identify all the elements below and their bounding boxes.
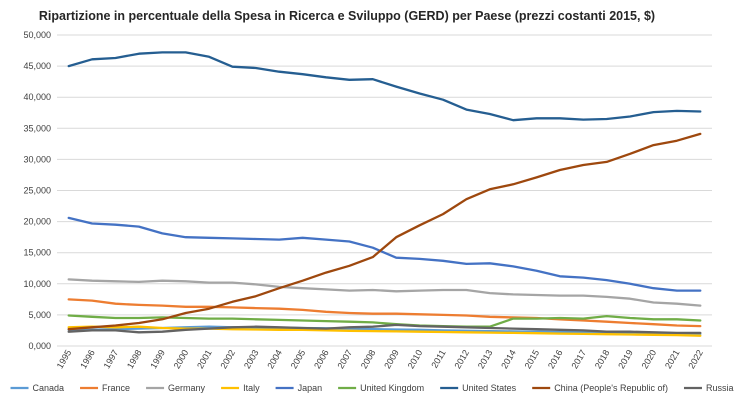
x-tick-label: 1995 xyxy=(55,348,74,370)
y-tick-label: 5,000 xyxy=(28,310,51,320)
legend-label: United States xyxy=(462,383,517,393)
legend-item-japan: Japan xyxy=(275,383,323,393)
y-tick-label: 45,000 xyxy=(23,61,51,71)
series-line-france xyxy=(67,298,702,328)
x-tick-label: 2011 xyxy=(429,348,447,370)
x-tick-label: 2019 xyxy=(616,348,635,370)
legend-label: Italy xyxy=(243,383,260,393)
x-tick-label: 2003 xyxy=(242,348,261,370)
plot-area xyxy=(67,51,702,337)
x-tick-label: 2010 xyxy=(406,348,425,370)
y-tick-label: 15,000 xyxy=(23,248,51,258)
y-tick-label: 0,000 xyxy=(28,341,51,351)
x-axis: 1995 1996 1997 1998 1999 2000 2001 2002 2003 2004… xyxy=(55,348,705,370)
x-tick-label: 2002 xyxy=(219,348,238,370)
x-tick-label: 2014 xyxy=(499,348,518,370)
y-tick-label: 25,000 xyxy=(23,186,51,196)
x-tick-label: 2000 xyxy=(172,348,191,370)
x-tick-label: 2018 xyxy=(593,348,612,370)
chart-title: Ripartizione in percentuale della Spesa … xyxy=(39,9,655,23)
x-tick-label: 2013 xyxy=(476,348,495,370)
x-tick-label: 2012 xyxy=(452,348,471,370)
x-tick-label: 2021 xyxy=(663,348,682,370)
legend-item-united-kingdom: United Kingdom xyxy=(338,383,424,393)
series-line-italy xyxy=(67,325,702,337)
y-tick-label: 30,000 xyxy=(23,154,51,164)
x-tick-label: 2015 xyxy=(523,348,542,370)
x-tick-label: 1999 xyxy=(148,348,167,370)
gridlines xyxy=(57,34,712,347)
legend-label: France xyxy=(102,383,130,393)
x-tick-label: 1998 xyxy=(125,348,144,370)
series-line-china-people-s-republic-of xyxy=(67,132,702,331)
x-tick-label: 2005 xyxy=(289,348,308,370)
y-axis: 0,000 5,000 10,000 15,000 20,000 25,000 30,000… xyxy=(23,30,51,351)
legend-item-china-people-s-republic-of: China (People's Republic of) xyxy=(532,383,668,393)
x-tick-label: 2016 xyxy=(546,348,565,370)
legend-item-france: France xyxy=(80,383,130,393)
series-line-russia xyxy=(67,323,702,335)
series-line-united-kingdom xyxy=(67,314,702,328)
y-tick-label: 20,000 xyxy=(23,217,51,227)
legend-item-united-states: United States xyxy=(440,383,517,393)
legend-item-russia: Russia xyxy=(683,383,734,393)
x-tick-label: 1996 xyxy=(78,348,97,370)
x-tick-label: 2007 xyxy=(335,348,354,370)
series-line-united-states xyxy=(67,51,702,122)
x-tick-label: 2022 xyxy=(686,348,705,370)
y-tick-label: 40,000 xyxy=(23,92,51,102)
x-tick-label: 2004 xyxy=(265,348,284,370)
x-tick-label: 2006 xyxy=(312,348,331,370)
x-tick-label: 2001 xyxy=(195,348,214,370)
series-line-germany xyxy=(67,278,702,307)
x-tick-label: 2020 xyxy=(640,348,659,370)
legend-item-canada: Canada xyxy=(10,383,65,393)
legend-label: Japan xyxy=(298,383,323,393)
legend-label: United Kingdom xyxy=(360,383,424,393)
legend-label: Canada xyxy=(33,383,65,393)
x-tick-label: 1997 xyxy=(102,348,121,370)
legend-item-italy: Italy xyxy=(221,383,260,393)
x-tick-label: 2008 xyxy=(359,348,378,370)
legend: Canada France Germany Italy Japan United King… xyxy=(10,383,734,393)
series-line-japan xyxy=(67,216,702,292)
y-tick-label: 10,000 xyxy=(23,279,51,289)
y-tick-label: 50,000 xyxy=(23,30,51,40)
legend-label: Germany xyxy=(168,383,206,393)
x-tick-label: 2009 xyxy=(382,348,401,370)
legend-item-germany: Germany xyxy=(146,383,206,393)
legend-label: China (People's Republic of) xyxy=(554,383,668,393)
x-tick-label: 2017 xyxy=(569,348,588,370)
legend-label: Russia xyxy=(706,383,734,393)
y-tick-label: 35,000 xyxy=(23,123,51,133)
